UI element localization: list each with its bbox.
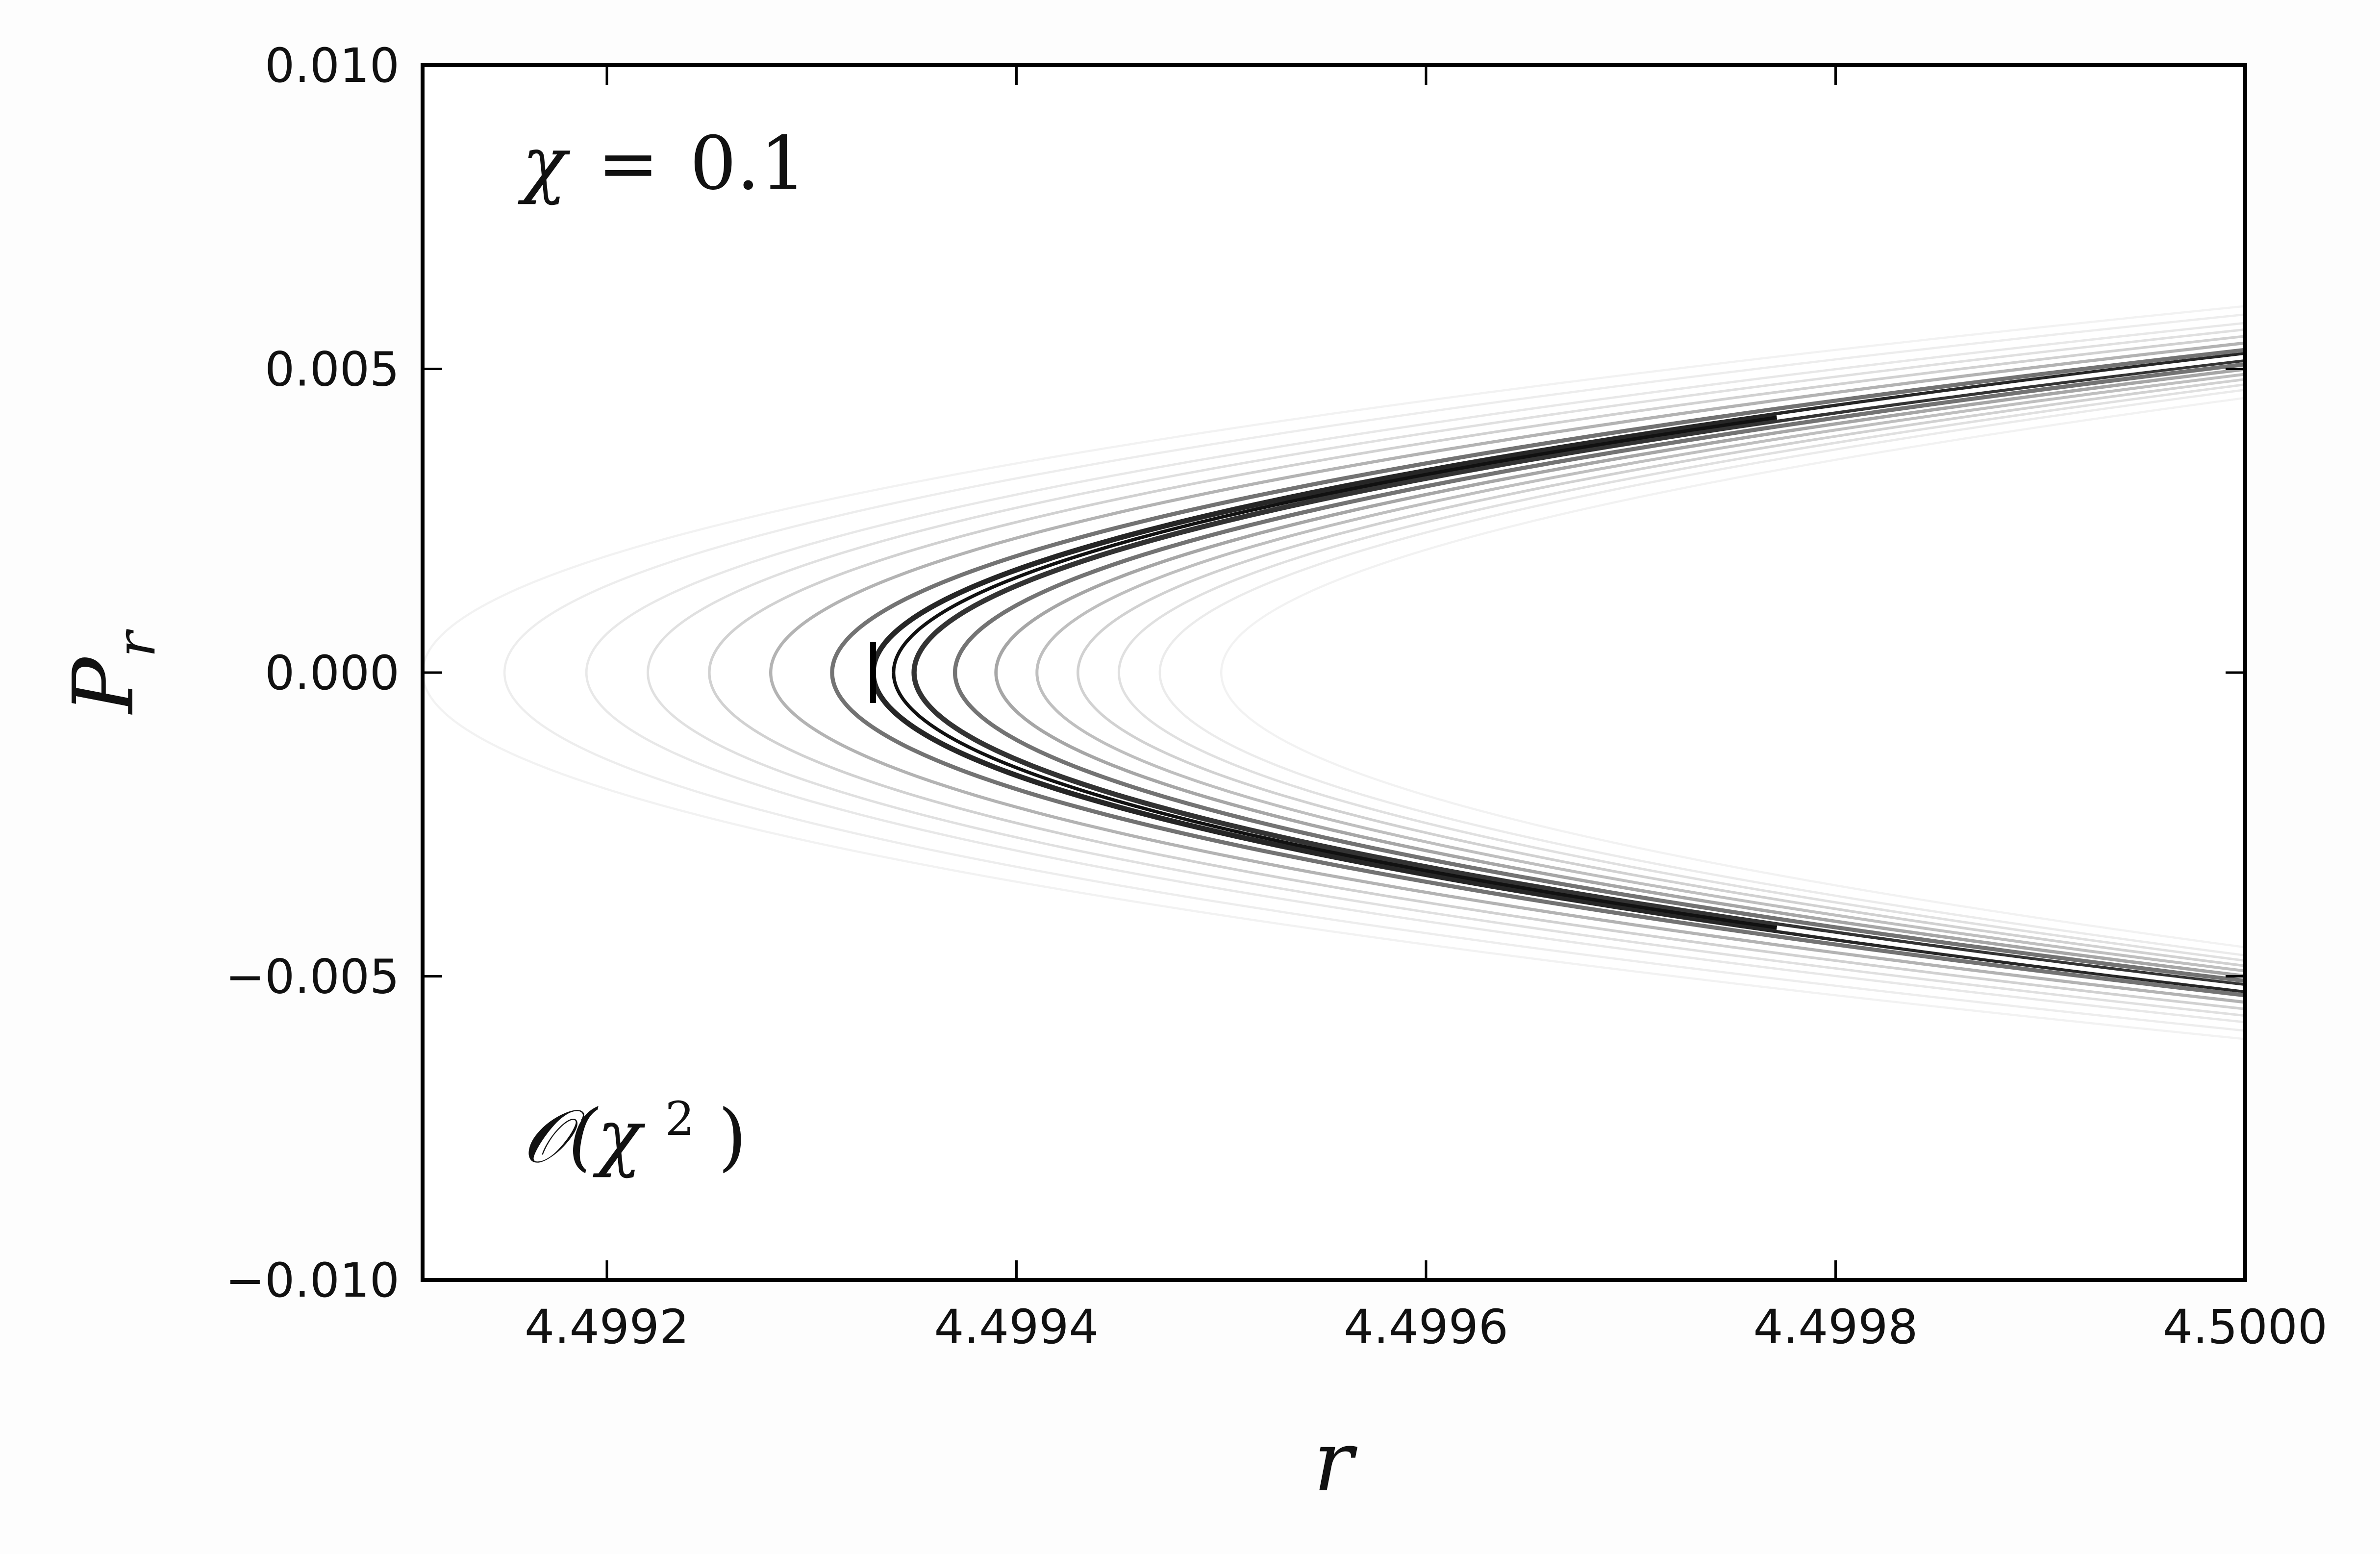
y-axis-label: Pr [55,628,167,715]
x-axis-label: r [1313,1413,1357,1510]
phase-curve [503,313,2245,1032]
phase-curve [1158,388,2245,957]
phase-curve [423,305,2245,1040]
phase-curve [952,362,2245,983]
phase-curve [1077,378,2245,967]
phase-curve [1220,397,2245,949]
bright-tail [1776,354,2245,420]
x-axis-ticks: 4.4992 4.4994 4.4996 4.4998 4.5000 [525,65,2328,1354]
phase-curve [994,367,2245,978]
chi-annotation: χ = 0.1 [518,121,807,206]
phase-curve [769,341,2245,1004]
y-tick-label: 0.005 [265,342,400,397]
dark-arc [892,416,1778,673]
y-tick-label: 0.010 [265,38,400,93]
bright-tail [1776,925,2245,991]
x-tick-label: 4.4994 [934,1300,1099,1354]
phase-curve [1035,373,2245,973]
y-axis-label-main: P [55,656,152,715]
y-tick-label: −0.010 [225,1253,400,1308]
phase-curve [647,328,2245,1017]
x-tick-label: 4.5000 [2163,1300,2328,1354]
x-tick-label: 4.4992 [525,1300,689,1354]
y-tick-label: −0.005 [225,950,400,1004]
x-tick-label: 4.4998 [1754,1300,1918,1354]
svg-text:Pr: Pr [55,628,167,715]
y-axis-ticks: −0.010 −0.005 0.000 0.005 0.010 [225,38,2245,1308]
phase-curve [911,356,2245,989]
phase-curve [708,335,2245,1010]
x-tick-label: 4.4996 [1344,1300,1508,1354]
phase-curve [830,348,2245,998]
highlight-segments [870,354,2245,991]
y-axis-label-sub: r [104,628,167,657]
plot-area [423,65,2245,1280]
phase-curve [1117,383,2245,962]
order-annotation: 𝒪(χ 2 ) [522,1067,747,1179]
y-tick-label: 0.000 [265,646,400,701]
phase-curve [585,322,2245,1024]
dark-arc [892,672,1778,929]
